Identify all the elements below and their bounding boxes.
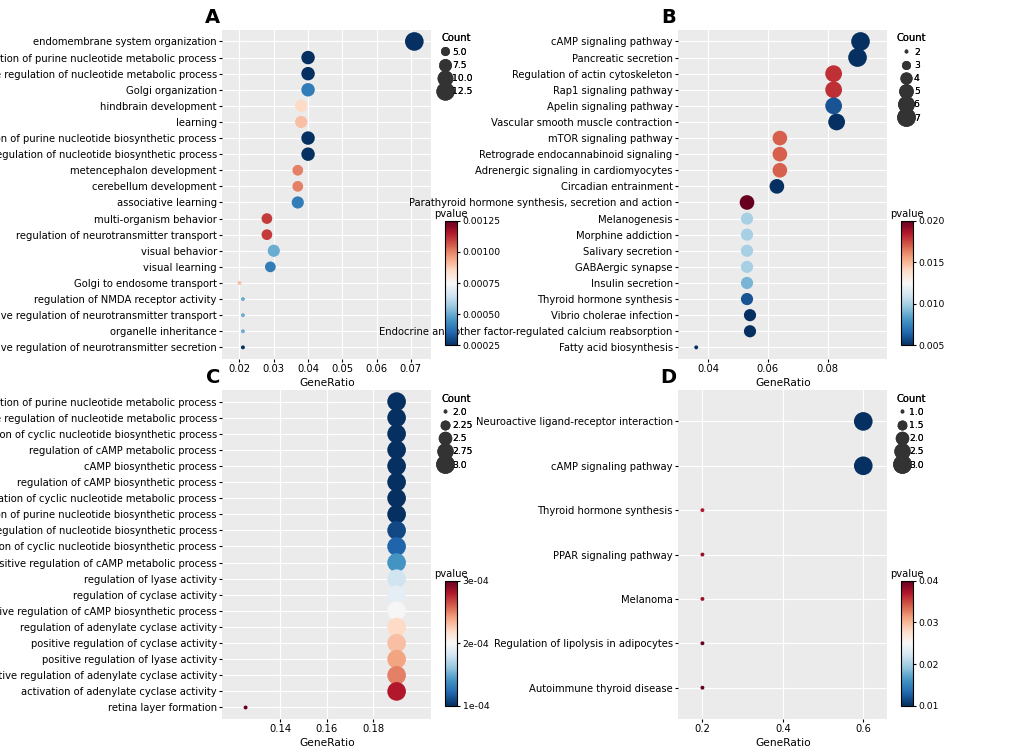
X-axis label: GeneRatio: GeneRatio xyxy=(754,378,810,388)
Point xyxy=(771,148,788,160)
Point xyxy=(694,682,710,694)
Point xyxy=(300,132,316,144)
Text: D: D xyxy=(659,368,676,387)
Point xyxy=(738,293,754,305)
Point xyxy=(388,686,405,698)
X-axis label: GeneRatio: GeneRatio xyxy=(299,738,355,748)
Legend: 1.0, 1.5, 2.0, 2.5, 3.0: 1.0, 1.5, 2.0, 2.5, 3.0 xyxy=(894,392,926,471)
Point xyxy=(388,525,405,537)
Point xyxy=(741,309,757,321)
Point xyxy=(738,212,754,224)
Point xyxy=(289,180,306,193)
Point xyxy=(694,548,710,560)
Title: pvalue: pvalue xyxy=(434,569,467,578)
Point xyxy=(406,35,422,48)
Point xyxy=(300,51,316,63)
Point xyxy=(388,556,405,569)
Point xyxy=(265,245,281,257)
Point xyxy=(289,165,306,177)
Point xyxy=(388,460,405,472)
Point xyxy=(234,325,251,337)
Point xyxy=(738,277,754,289)
Point xyxy=(771,132,788,144)
Point xyxy=(300,148,316,160)
Text: B: B xyxy=(660,8,676,27)
Point xyxy=(388,492,405,504)
Point xyxy=(388,605,405,617)
Point xyxy=(388,396,405,408)
Point xyxy=(694,593,710,605)
Point xyxy=(388,444,405,456)
Point xyxy=(292,100,309,112)
Point xyxy=(237,701,254,713)
Point xyxy=(292,116,309,128)
Point xyxy=(741,325,757,337)
Point xyxy=(289,196,306,208)
Legend: 2, 3, 4, 5, 6, 7: 2, 3, 4, 5, 6, 7 xyxy=(894,32,926,125)
Legend: 2.0, 2.25, 2.5, 2.75, 3.0: 2.0, 2.25, 2.5, 2.75, 3.0 xyxy=(438,392,474,471)
Point xyxy=(388,428,405,440)
Point xyxy=(768,180,785,193)
Point xyxy=(771,165,788,177)
Title: pvalue: pvalue xyxy=(890,569,922,578)
Point xyxy=(388,621,405,633)
Title: pvalue: pvalue xyxy=(434,208,467,218)
Point xyxy=(688,341,704,353)
Point xyxy=(388,637,405,649)
Point xyxy=(824,100,841,112)
Point xyxy=(388,476,405,488)
Point xyxy=(852,35,868,48)
Point xyxy=(824,84,841,96)
Point xyxy=(738,260,754,273)
Point xyxy=(234,309,251,321)
Point xyxy=(694,637,710,649)
Point xyxy=(738,245,754,257)
Point xyxy=(231,277,248,289)
Point xyxy=(388,589,405,601)
Legend: 5.0, 7.5, 10.0, 12.5: 5.0, 7.5, 10.0, 12.5 xyxy=(438,32,474,98)
Text: A: A xyxy=(205,8,220,27)
Point xyxy=(824,68,841,80)
Point xyxy=(738,196,754,208)
X-axis label: GeneRatio: GeneRatio xyxy=(754,738,810,748)
Text: C: C xyxy=(206,368,220,387)
Point xyxy=(300,84,316,96)
Point xyxy=(259,229,275,241)
Point xyxy=(849,51,865,63)
Title: pvalue: pvalue xyxy=(890,208,922,218)
Point xyxy=(388,572,405,584)
Point xyxy=(827,116,844,128)
Point xyxy=(388,508,405,520)
Point xyxy=(738,229,754,241)
Point xyxy=(854,415,870,427)
Point xyxy=(388,653,405,665)
Point xyxy=(388,541,405,553)
Point xyxy=(388,411,405,424)
Point xyxy=(259,212,275,224)
Point xyxy=(234,293,251,305)
Point xyxy=(694,504,710,516)
Point xyxy=(262,260,278,273)
Point xyxy=(300,68,316,80)
X-axis label: GeneRatio: GeneRatio xyxy=(299,378,355,388)
Point xyxy=(854,460,870,472)
Point xyxy=(234,341,251,353)
Point xyxy=(388,669,405,681)
